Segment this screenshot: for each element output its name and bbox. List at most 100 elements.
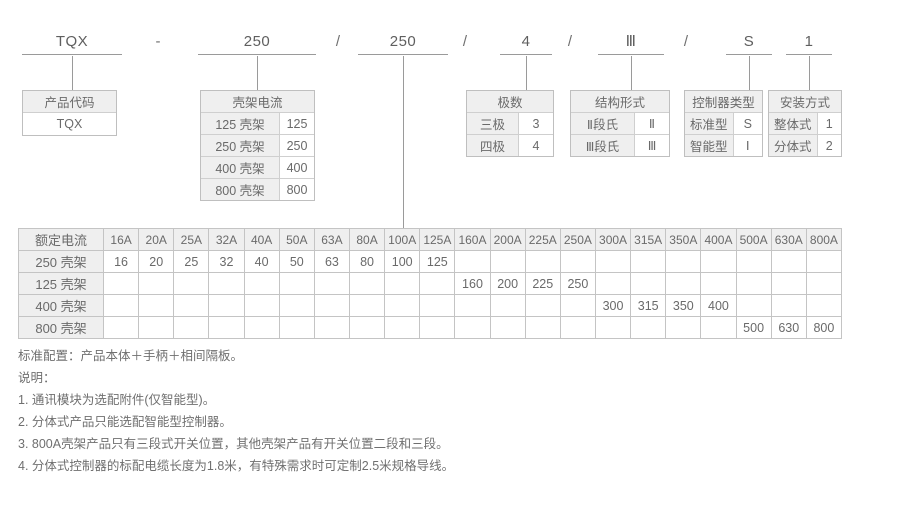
note-line: 1. 通讯模块为选配附件(仅智能型)。: [18, 393, 216, 407]
legend-row-code: 125: [279, 112, 314, 135]
table-cell: [384, 316, 421, 339]
code-segment-controller: S: [726, 34, 772, 55]
legend-box-product-code: 产品代码 TQX: [22, 90, 117, 136]
table-cell: [313, 294, 350, 317]
legend-title: 壳架电流: [201, 91, 314, 113]
table-cell: [630, 250, 667, 273]
table-row: 250 壳架 16 20 25 32 40 50 63 80 100 125: [18, 250, 843, 273]
table-column-header: 800A: [805, 228, 843, 251]
legend-title: 极数: [467, 91, 553, 113]
legend-row: 标准型 S: [685, 112, 762, 135]
code-separator-slash: /: [683, 33, 689, 50]
table-cell: 630: [770, 316, 807, 339]
table-cell: [208, 294, 245, 317]
table-header-row: 额定电流 16A 20A 25A 32A 40A 50A 63A 80A 100A 125A 160…: [18, 228, 843, 251]
table-cell: 250: [559, 272, 596, 295]
table-cell: [770, 272, 807, 295]
table-cell: [524, 316, 561, 339]
table-cell: [489, 250, 526, 273]
leader-line-mounting: [809, 56, 810, 90]
legend-title: 安装方式: [769, 91, 841, 113]
legend-row-code: 800: [279, 178, 314, 200]
table-cell: 32: [208, 250, 245, 273]
code-underline: [22, 54, 122, 55]
table-cell: [102, 294, 140, 317]
code-separator-dash: -: [155, 33, 161, 50]
table-cell: 200: [489, 272, 526, 295]
table-cell: [419, 272, 456, 295]
table-cell: 40: [243, 250, 280, 273]
notes-block: 标准配置：产品本体＋手柄＋相间隔板。 说明： 1. 通讯模块为选配附件(仅智能型…: [18, 345, 878, 477]
table-cell: 800: [805, 316, 843, 339]
code-separator-slash: /: [335, 33, 341, 50]
table-column-header: 200A: [489, 228, 526, 251]
table-cell: 350: [665, 294, 702, 317]
table-cell: [559, 316, 596, 339]
table-cell: [454, 316, 491, 339]
code-separator-slash: /: [462, 33, 468, 50]
code-underline: [786, 54, 832, 55]
table-cell: 400: [700, 294, 737, 317]
legend-row: Ⅲ段氏 Ⅲ: [571, 134, 669, 156]
table-column-header: 400A: [700, 228, 737, 251]
legend-row-code: S: [732, 112, 762, 135]
table-cell: [138, 294, 175, 317]
table-cell: [489, 316, 526, 339]
legend-row-label: Ⅱ段氏: [571, 112, 635, 135]
table-row: 800 壳架 500 630 800: [18, 316, 843, 339]
table-cell: [524, 294, 561, 317]
legend-row: 三极 3: [467, 112, 553, 135]
legend-row-label: 标准型: [685, 112, 734, 135]
table-cell: [278, 316, 315, 339]
table-cell: [524, 250, 561, 273]
table-column-header: 63A: [313, 228, 350, 251]
table-cell: [665, 316, 702, 339]
leader-line-poles: [526, 56, 527, 90]
legend-row: 四极 4: [467, 134, 553, 156]
table-column-header: 125A: [419, 228, 456, 251]
legend-box-mounting: 安装方式 整体式 1 分体式 2: [768, 90, 842, 157]
legend-row-code: 400: [279, 156, 314, 179]
table-cell: 16: [102, 250, 140, 273]
table-body: 250 壳架 16 20 25 32 40 50 63 80 100 125 125 壳架 160 200…: [18, 250, 843, 339]
table-column-header: 32A: [208, 228, 245, 251]
legend-row: 250 壳架 250: [201, 134, 314, 157]
table-cell: [419, 316, 456, 339]
table-cell: [138, 272, 175, 295]
legend-row-label: 分体式: [769, 134, 818, 156]
code-underline: [198, 54, 316, 55]
table-cell: [665, 250, 702, 273]
table-row-label: 800 壳架: [18, 316, 104, 339]
legend-row: 125 壳架 125: [201, 112, 314, 135]
legend-row-code: 250: [279, 134, 314, 157]
table-cell: [559, 250, 596, 273]
legend-row: 智能型 Ⅰ: [685, 134, 762, 156]
table-cell: [243, 272, 280, 295]
table-column-header: 80A: [348, 228, 386, 251]
table-cell: [454, 294, 491, 317]
code-underline: [500, 54, 552, 55]
table-cell: 50: [278, 250, 315, 273]
legend-box-poles: 极数 三极 3 四极 4: [466, 90, 554, 157]
table-cell: 315: [630, 294, 667, 317]
table-cell: [208, 272, 245, 295]
table-cell: [735, 272, 772, 295]
table-cell: [173, 272, 210, 295]
table-column-header: 40A: [243, 228, 280, 251]
note-line: 4. 分体式控制器的标配电缆长度为1.8米，有特殊需求时可定制2.5米规格导线。: [18, 459, 455, 473]
table-column-header: 20A: [138, 228, 175, 251]
table-column-header: 16A: [102, 228, 140, 251]
table-column-header: 300A: [594, 228, 632, 251]
table-cell: 225: [524, 272, 561, 295]
note-line: 3. 800A壳架产品只有三段式开关位置，其他壳架产品有开关位置二段和三段。: [18, 437, 449, 451]
table-cell: [700, 272, 737, 295]
table-column-header: 100A: [384, 228, 421, 251]
table-cell: [594, 272, 632, 295]
legend-row-code: 2: [816, 134, 841, 156]
legend-row: Ⅱ段氏 Ⅱ: [571, 112, 669, 135]
table-column-header: 160A: [454, 228, 491, 251]
legend-row-label: 四极: [467, 134, 519, 156]
table-column-header: 500A: [735, 228, 772, 251]
legend-title: 控制器类型: [685, 91, 762, 113]
legend-title: 结构形式: [571, 91, 669, 113]
